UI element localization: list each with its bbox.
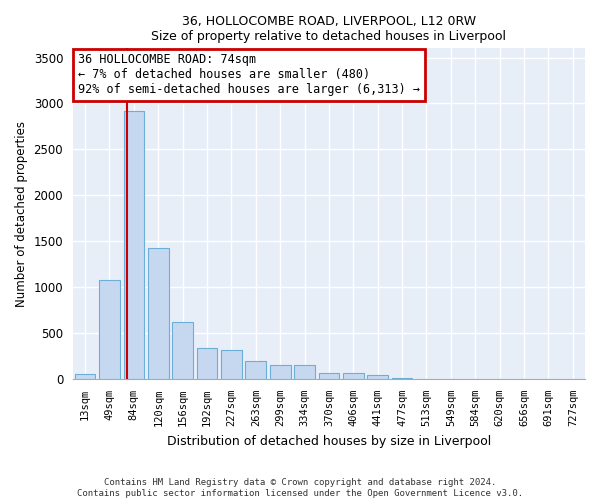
Text: Contains HM Land Registry data © Crown copyright and database right 2024.
Contai: Contains HM Land Registry data © Crown c… <box>77 478 523 498</box>
Bar <box>319 372 340 379</box>
Title: 36, HOLLOCOMBE ROAD, LIVERPOOL, L12 0RW
Size of property relative to detached ho: 36, HOLLOCOMBE ROAD, LIVERPOOL, L12 0RW … <box>151 15 506 43</box>
Bar <box>99 280 120 379</box>
Bar <box>75 374 95 379</box>
Bar <box>197 348 217 379</box>
Bar <box>148 248 169 379</box>
Bar <box>245 362 266 379</box>
Y-axis label: Number of detached properties: Number of detached properties <box>15 120 28 306</box>
Text: 36 HOLLOCOMBE ROAD: 74sqm
← 7% of detached houses are smaller (480)
92% of semi-: 36 HOLLOCOMBE ROAD: 74sqm ← 7% of detach… <box>78 54 420 96</box>
Bar <box>343 372 364 379</box>
Bar <box>172 322 193 379</box>
Bar <box>367 376 388 379</box>
Bar <box>392 378 412 379</box>
X-axis label: Distribution of detached houses by size in Liverpool: Distribution of detached houses by size … <box>167 434 491 448</box>
Bar <box>124 111 144 379</box>
Bar <box>270 364 290 379</box>
Bar <box>221 350 242 379</box>
Bar <box>294 364 315 379</box>
